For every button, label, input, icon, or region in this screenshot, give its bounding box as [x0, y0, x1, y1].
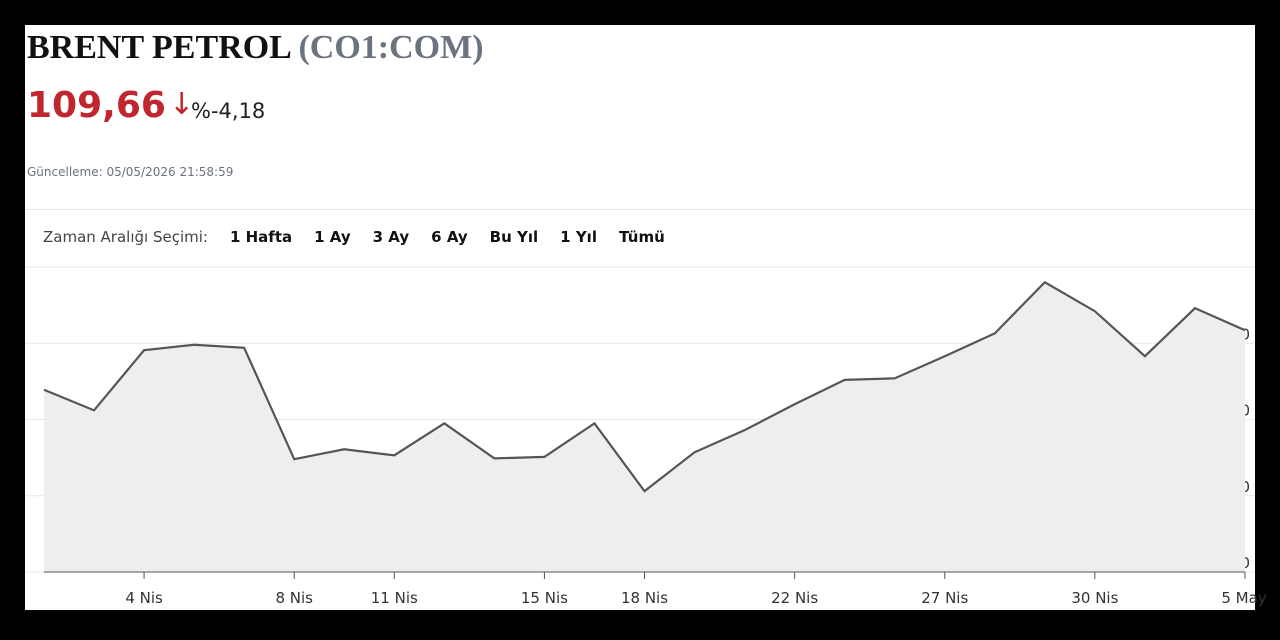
range-option[interactable]: 6 Ay [431, 228, 468, 246]
symbol: (CO1:COM) [298, 29, 484, 66]
range-option[interactable]: 1 Yıl [560, 228, 597, 246]
range-label: Zaman Aralığı Seçimi: [43, 228, 208, 246]
x-tick-label: 8 Nis [275, 589, 313, 607]
price: 109,66 [27, 85, 166, 126]
x-tick-label: 30 Nis [1071, 589, 1118, 607]
line [43, 280, 1246, 493]
range-option[interactable]: Tümü [618, 228, 665, 246]
x-tick-label: 4 Nis [125, 589, 163, 607]
area-fill [44, 282, 1245, 572]
change: %-4,18 [191, 99, 266, 123]
separator [25, 209, 1255, 210]
range-option[interactable]: 1 Ay [314, 228, 351, 246]
x-tick-label: 27 Nis [921, 589, 968, 607]
x-tick-label: 11 Nis [371, 589, 418, 607]
range-option[interactable]: 1 Hafta [229, 228, 293, 246]
arrow: ↓ [169, 87, 195, 122]
title: BRENT PETROL (CO1:COM) [27, 29, 484, 67]
x-tick-label: 22 Nis [771, 589, 818, 607]
range-option[interactable]: 3 Ay [372, 228, 410, 246]
range-selector: Zaman Aralığı Seçimi: 1 Hafta 1 Ay 3 Ay 6 Ay… [43, 228, 665, 246]
name: BRENT PETROL [27, 29, 290, 66]
updated: Güncelleme: 05/05/2026 21:58:59 [27, 165, 234, 179]
x-tick-label: 5 May [1221, 589, 1266, 607]
range-option[interactable]: Bu Yıl [489, 228, 539, 246]
x-tick-label: 15 Nis [521, 589, 568, 607]
x-tick-label: 18 Nis [621, 589, 668, 607]
